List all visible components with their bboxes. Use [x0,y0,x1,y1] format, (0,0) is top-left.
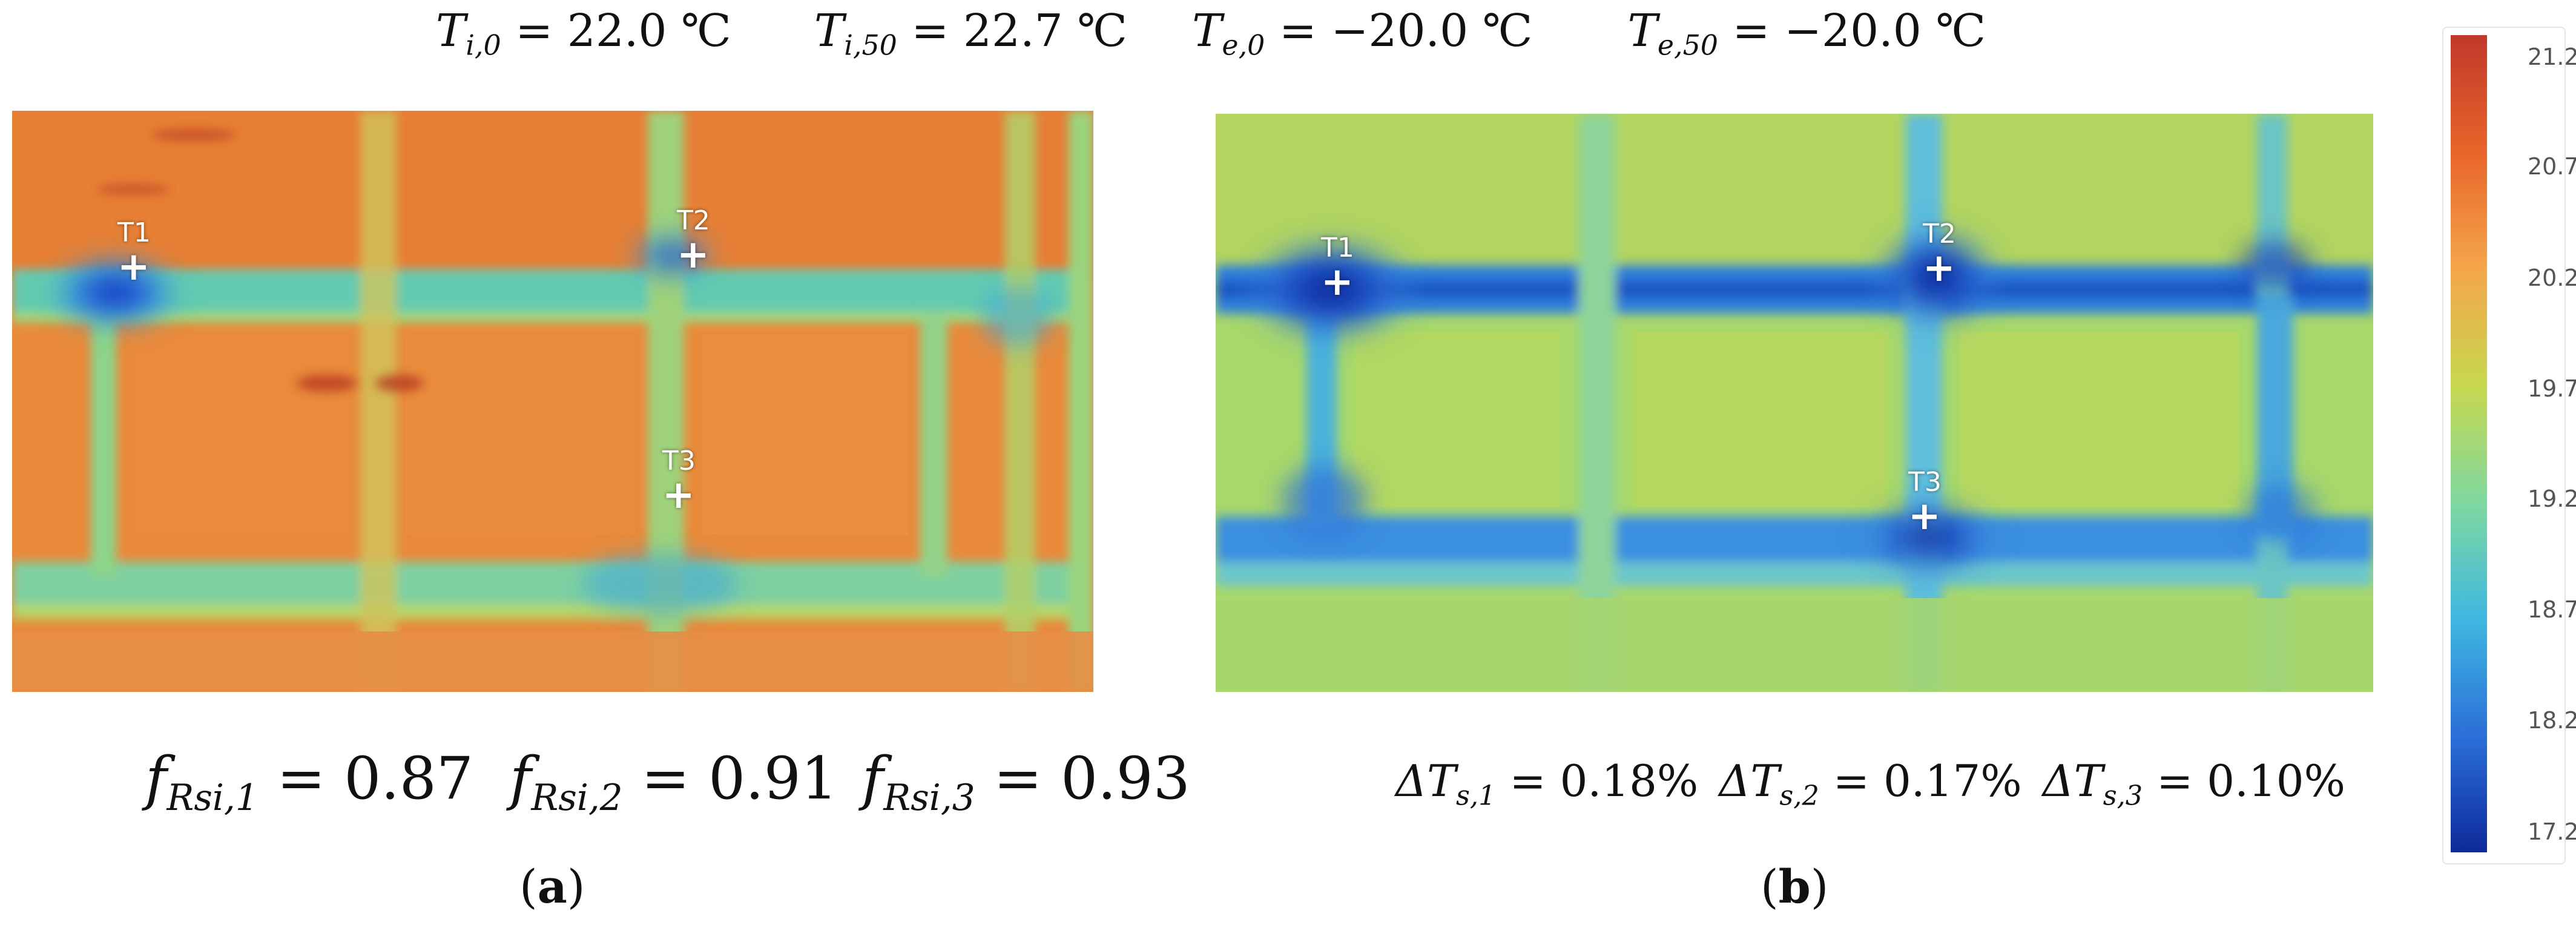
frsi3-value: = 0.93 [975,745,1190,812]
marker-a-t2-label: T2 [677,205,710,236]
crosshair-icon: + [662,473,695,518]
colorbar-tick: 20.7 [2528,153,2576,180]
crosshair-icon: + [1923,246,1955,291]
colorbar-frame [2442,27,2566,864]
ti50-symbol: T [814,5,845,57]
marker-b-t1-label: T1 [1321,232,1354,263]
marker-b-t3-label: T3 [1908,467,1942,498]
colorbar-tick: 18.7 [2528,596,2576,623]
dt2-value: = 0.17% [1819,755,2022,806]
caption-a: (a) [519,860,585,913]
colorbar-tick: 17.2 [2528,818,2576,845]
dt3-symbol: ΔT [2042,755,2103,806]
marker-a-t3-label: T3 [662,446,696,476]
marker-b-t2-label: T2 [1923,219,1956,249]
ti0-subscript: i,0 [466,28,501,62]
frsi2-subscript: Rsi,2 [531,777,623,820]
caption-b: (b) [1761,860,1829,913]
thermogram-a-image [12,111,1093,692]
crosshair-icon: + [117,245,150,289]
thermogram-a: T1 + T2 + T3 + [12,111,1093,692]
colorbar-tick: 20.2 [2528,265,2576,291]
crosshair-icon: + [1908,494,1941,539]
dt2-subscript: s,2 [1779,780,1819,812]
frsi2-value: = 0.91 [622,745,838,812]
ti50-subscript: i,50 [844,28,897,62]
te0-value: = −20.0 ℃ [1265,5,1533,57]
colorbar-tick: 19.2 [2528,486,2576,512]
thermogram-b: T1 + T2 + T3 + [1216,114,2373,692]
te50-value: = −20.0 ℃ [1718,5,1986,57]
te50-symbol: T [1627,5,1658,57]
frsi-equations: fRsi,1 = 0.87 fRsi,2 = 0.91 fRsi,3 = 0.93 [145,745,1190,819]
frsi2-symbol: f [509,745,532,812]
dt1-symbol: ΔT [1395,755,1457,806]
dt3-value: = 0.10% [2143,755,2346,806]
marker-a-t1-label: T1 [117,217,151,248]
ti0-value: = 22.0 ℃ [501,5,731,57]
caption-a-letter: a [537,860,567,913]
colorbar-tick: 21.2 [2528,44,2576,70]
caption-b-letter: b [1778,860,1811,913]
dt1-value: = 0.18% [1495,755,1699,806]
frsi3-symbol: f [861,745,884,812]
ti0-symbol: T [435,5,466,57]
crosshair-icon: + [677,232,710,277]
colorbar-tick: 18.2 [2528,707,2576,734]
ti50-value: = 22.7 ℃ [897,5,1127,57]
delta-t-equations: ΔTs,1 = 0.18% ΔTs,2 = 0.17% ΔTs,3 = 0.10% [1395,755,2345,811]
te0-symbol: T [1192,5,1222,57]
thermogram-b-image [1216,114,2373,692]
dt1-subscript: s,1 [1456,780,1496,812]
te50-subscript: e,50 [1657,28,1718,62]
dt2-symbol: ΔT [1719,755,1780,806]
frsi1-subscript: Rsi,1 [166,777,259,820]
frsi1-value: = 0.87 [258,745,473,812]
colorbar-tick: 19.7 [2528,375,2576,402]
dt3-subscript: s,3 [2103,780,2143,812]
te0-subscript: e,0 [1222,28,1265,62]
boundary-conditions-header: Ti,0 = 22.0 ℃ Ti,50 = 22.7 ℃ Te,0 = −20.… [0,5,2422,62]
frsi1-symbol: f [145,745,167,812]
colorbar [2451,35,2487,852]
frsi3-subscript: Rsi,3 [883,777,975,820]
crosshair-icon: + [1321,260,1354,304]
